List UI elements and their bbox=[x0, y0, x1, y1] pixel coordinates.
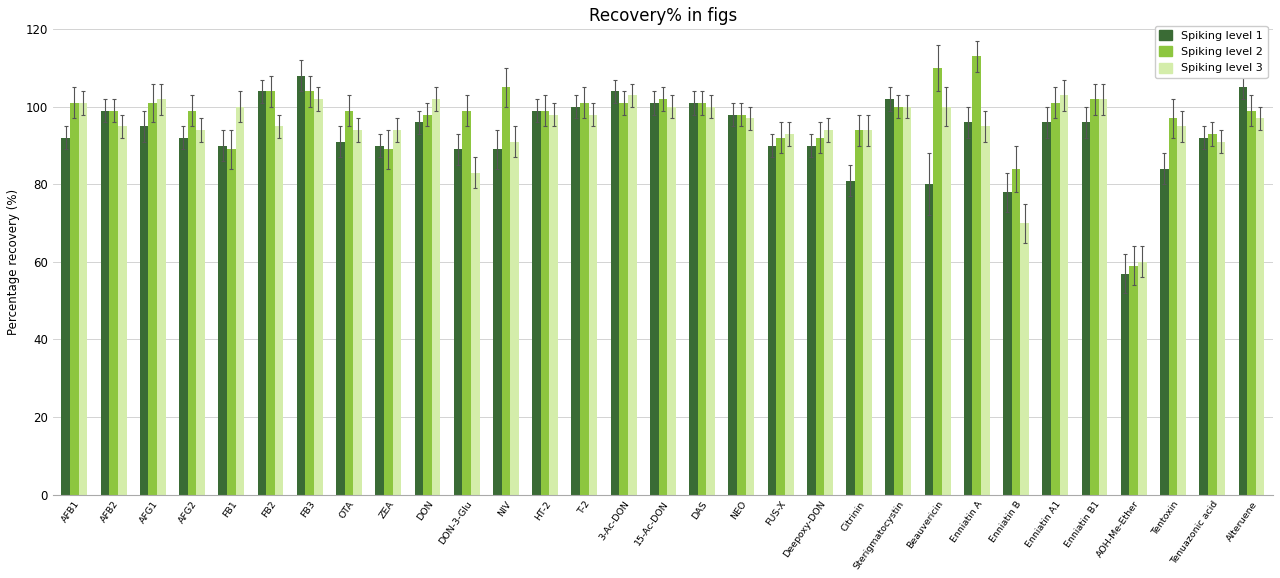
Bar bbox=[257, 91, 266, 495]
Bar bbox=[227, 150, 236, 495]
Bar bbox=[768, 146, 776, 495]
Bar bbox=[101, 111, 109, 495]
Bar bbox=[689, 103, 698, 495]
Bar bbox=[1060, 95, 1069, 495]
Bar bbox=[1051, 103, 1060, 495]
Bar bbox=[275, 126, 283, 495]
Bar bbox=[1208, 134, 1216, 495]
Bar bbox=[471, 173, 480, 495]
Bar bbox=[462, 111, 471, 495]
Bar bbox=[219, 146, 227, 495]
Bar bbox=[297, 76, 306, 495]
Bar bbox=[384, 150, 393, 495]
Bar bbox=[532, 111, 541, 495]
Bar bbox=[415, 123, 424, 495]
Bar bbox=[864, 130, 872, 495]
Bar bbox=[1178, 126, 1187, 495]
Bar bbox=[1004, 192, 1011, 495]
Bar bbox=[650, 103, 659, 495]
Bar bbox=[707, 107, 716, 495]
Bar bbox=[541, 111, 549, 495]
Bar bbox=[266, 91, 275, 495]
Bar bbox=[78, 103, 87, 495]
Y-axis label: Percentage recovery (%): Percentage recovery (%) bbox=[6, 189, 20, 335]
Bar bbox=[659, 99, 667, 495]
Bar bbox=[1239, 87, 1247, 495]
Bar bbox=[511, 142, 518, 495]
Bar bbox=[353, 130, 362, 495]
Bar bbox=[179, 138, 188, 495]
Bar bbox=[431, 99, 440, 495]
Bar bbox=[933, 68, 942, 495]
Bar bbox=[157, 99, 165, 495]
Bar bbox=[1138, 262, 1147, 495]
Bar bbox=[549, 114, 558, 495]
Bar bbox=[1082, 123, 1091, 495]
Bar bbox=[1011, 169, 1020, 495]
Bar bbox=[580, 103, 589, 495]
Legend: Spiking level 1, Spiking level 2, Spiking level 3: Spiking level 1, Spiking level 2, Spikin… bbox=[1155, 25, 1267, 78]
Bar bbox=[628, 95, 636, 495]
Bar bbox=[1216, 142, 1225, 495]
Bar bbox=[109, 111, 118, 495]
Bar bbox=[964, 123, 973, 495]
Bar bbox=[140, 126, 148, 495]
Bar bbox=[737, 114, 746, 495]
Bar bbox=[1160, 169, 1169, 495]
Bar bbox=[785, 134, 794, 495]
Bar bbox=[893, 107, 902, 495]
Bar bbox=[620, 103, 628, 495]
Bar bbox=[1169, 118, 1178, 495]
Bar bbox=[611, 91, 620, 495]
Bar bbox=[393, 130, 401, 495]
Bar bbox=[148, 103, 157, 495]
Bar bbox=[1098, 99, 1107, 495]
Bar bbox=[667, 107, 676, 495]
Bar bbox=[776, 138, 785, 495]
Bar bbox=[1199, 138, 1208, 495]
Bar bbox=[1020, 223, 1029, 495]
Bar bbox=[973, 57, 982, 495]
Bar bbox=[188, 111, 196, 495]
Bar bbox=[1256, 118, 1265, 495]
Bar bbox=[846, 180, 855, 495]
Bar bbox=[806, 146, 815, 495]
Bar bbox=[1121, 273, 1129, 495]
Bar bbox=[1247, 111, 1256, 495]
Bar bbox=[728, 114, 737, 495]
Bar bbox=[61, 138, 70, 495]
Bar bbox=[337, 142, 344, 495]
Title: Recovery% in figs: Recovery% in figs bbox=[589, 7, 737, 25]
Bar bbox=[855, 130, 864, 495]
Bar bbox=[571, 107, 580, 495]
Bar bbox=[1042, 123, 1051, 495]
Bar bbox=[375, 146, 384, 495]
Bar bbox=[982, 126, 989, 495]
Bar bbox=[698, 103, 707, 495]
Bar bbox=[942, 107, 951, 495]
Bar bbox=[306, 91, 314, 495]
Bar bbox=[824, 130, 833, 495]
Bar bbox=[746, 118, 754, 495]
Bar bbox=[493, 150, 502, 495]
Bar bbox=[886, 99, 893, 495]
Bar bbox=[589, 114, 598, 495]
Bar bbox=[902, 107, 911, 495]
Bar bbox=[424, 114, 431, 495]
Bar bbox=[1129, 266, 1138, 495]
Bar bbox=[314, 99, 323, 495]
Bar bbox=[196, 130, 205, 495]
Bar bbox=[1091, 99, 1098, 495]
Bar bbox=[453, 150, 462, 495]
Bar bbox=[924, 184, 933, 495]
Bar bbox=[344, 111, 353, 495]
Bar bbox=[236, 107, 244, 495]
Bar bbox=[70, 103, 78, 495]
Bar bbox=[815, 138, 824, 495]
Bar bbox=[502, 87, 511, 495]
Bar bbox=[118, 126, 127, 495]
